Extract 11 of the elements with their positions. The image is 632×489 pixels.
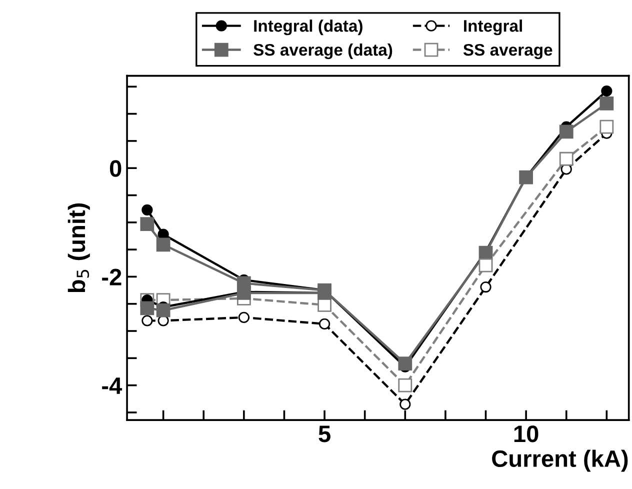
y-tick-label: 0 <box>110 160 122 177</box>
legend-label: Integral (data) <box>254 20 362 36</box>
x-axis-title: Current (kA) <box>492 450 628 472</box>
x-tick-label: 10 <box>514 426 538 442</box>
y-tick-label: -2 <box>102 268 122 286</box>
y-axis-title: b$_{5}$ (unit) <box>68 203 90 292</box>
legend-label: SS average (data) <box>254 44 392 60</box>
y-tick-label: -4 <box>102 378 122 394</box>
x-tick-label: 5 <box>318 426 330 442</box>
legend-label: SS average <box>463 44 552 60</box>
legend-label: Integral <box>464 20 522 36</box>
